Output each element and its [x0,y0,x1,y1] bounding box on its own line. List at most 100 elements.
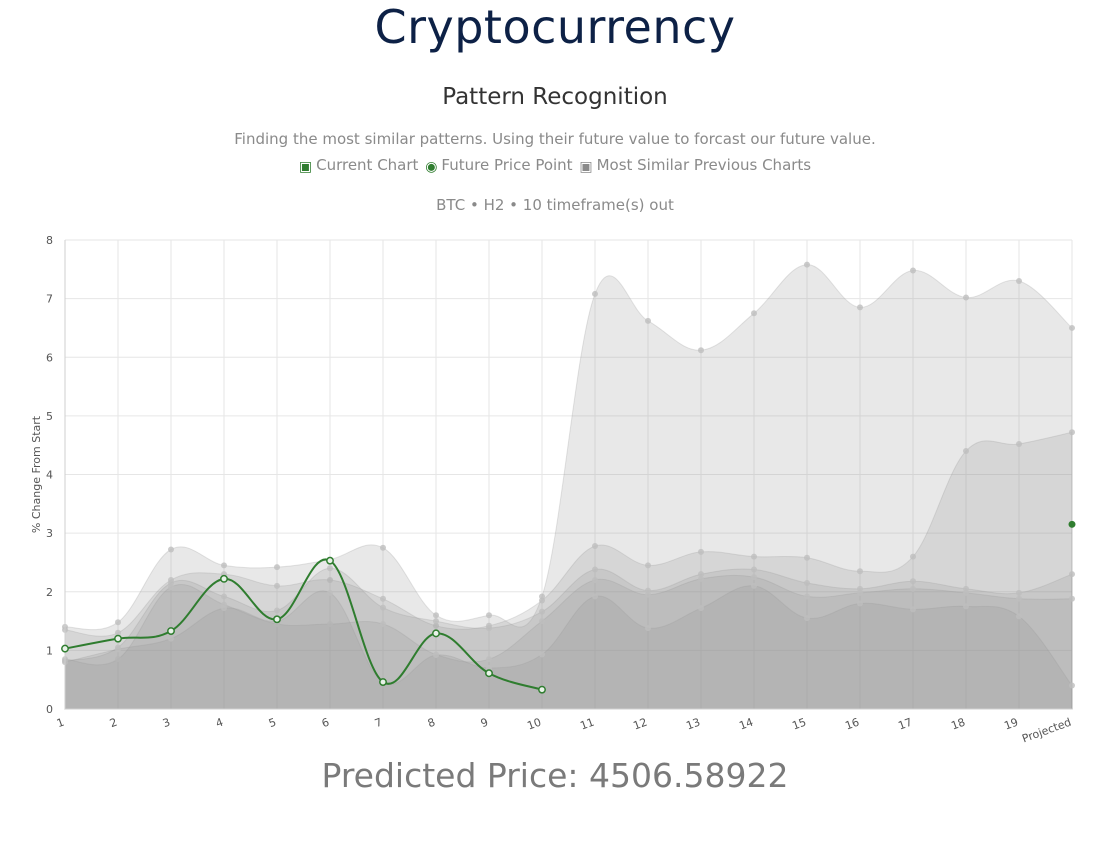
similar-chart-point [751,566,757,573]
similar-chart-point [592,577,598,584]
similar-chart-point [486,664,492,671]
x-tick-label: Projected [1020,716,1073,746]
similar-chart-point [486,612,492,619]
x-tick-label: 17 [896,716,914,733]
legend-item-similar-charts[interactable]: ▣ Most Similar Previous Charts [579,155,811,177]
similar-chart-point [327,589,333,596]
similar-chart-point [168,635,174,642]
similar-chart-point [857,589,863,596]
similar-chart-point [327,620,333,627]
x-tick-label: 7 [373,716,384,731]
current-chart-point [485,669,493,678]
x-tick-label: 8 [426,716,437,731]
similar-chart-point [857,568,863,575]
similar-chart-point [1016,589,1022,596]
similar-chart-point [592,543,598,550]
similar-chart-point [963,603,969,610]
y-tick-label: 0 [46,703,53,716]
similar-chart-point [645,587,651,594]
similar-chart-point [380,620,386,627]
predicted-price: Predicted Price: 4506.58922 [321,756,789,795]
similar-chart-point [380,595,386,602]
similar-chart-point [804,554,810,561]
similar-chart-point [751,553,757,560]
x-tick-label: 5 [267,716,278,731]
similar-chart-point [910,553,916,560]
legend-item-current-chart[interactable]: ▣ Current Chart [299,155,419,177]
x-tick-label: 14 [737,716,755,733]
y-tick-label: 5 [46,410,53,423]
chart-subtitle: BTC • H2 • 10 timeframe(s) out [436,196,674,214]
similar-chart-point [115,629,121,636]
similar-chart-point [539,593,545,600]
similar-chart-point [433,622,439,629]
similar-chart-point [168,546,174,553]
x-tick-label: 12 [631,716,649,733]
x-tick-label: 9 [479,716,490,731]
legend-label: Future Price Point [441,156,573,174]
current-chart-point [220,574,228,583]
similar-chart-point [910,585,916,592]
similar-chart-point [539,597,545,604]
similar-chart-point [804,579,810,586]
similar-chart-point [115,656,121,663]
similar-chart-point [698,347,704,354]
similar-chart-point [1069,571,1075,578]
x-tick-label: 4 [214,716,225,731]
similar-chart-point [327,565,333,572]
similar-chart-point [751,310,757,317]
current-chart-point [273,615,281,624]
similar-chart-point [698,571,704,578]
y-tick-label: 1 [46,644,53,657]
similar-chart-point [327,577,333,584]
similar-chart-point [539,651,545,658]
current-chart-point [114,634,122,643]
similar-chart-point [857,585,863,592]
legend-item-future-price-point[interactable]: ◉ Future Price Point [425,155,572,177]
x-tick-label: 11 [578,716,596,733]
y-axis-title: % Change From Start [30,415,43,533]
similar-chart-area [64,264,1073,710]
x-tick-label: 13 [684,716,702,733]
similar-chart-point [592,566,598,573]
similar-chart-point [486,656,492,663]
y-tick-label: 7 [46,293,53,306]
current-chart-point [61,644,69,653]
similar-chart-point [221,562,227,569]
similar-chart-point [433,652,439,659]
chart-legend: ▣ Current Chart ◉ Future Price Point ▣ Most… [0,155,1110,177]
current-chart-line [64,558,543,691]
similar-chart-point [1016,595,1022,602]
similar-chart-point [274,607,280,614]
similar-chart-point [1016,613,1022,620]
x-tick-label: 15 [790,716,808,733]
similar-chart-point [274,582,280,589]
similar-chart-point [804,261,810,268]
x-tick-label: 19 [1002,716,1020,733]
similar-chart-point [221,593,227,600]
filled-square-icon: ▣ [298,159,313,175]
similar-chart-point [857,304,863,311]
similar-chart-point [645,591,651,598]
similar-chart-point [645,562,651,569]
x-tick-label: 3 [161,716,172,731]
x-tick-label: 6 [320,716,331,731]
similar-chart-point [433,618,439,625]
similar-chart-point [380,544,386,551]
current-chart-point [432,629,440,638]
similar-chart-point [274,564,280,571]
y-tick-label: 6 [46,351,53,364]
similar-chart-point [539,618,545,625]
filled-circle-icon: ◉ [425,159,438,175]
similar-chart-point [698,575,704,582]
similar-chart-point [963,448,969,455]
x-tick-label: 1 [55,716,66,731]
similar-chart-point [910,267,916,274]
similar-chart-point [910,578,916,585]
similar-chart-point [433,612,439,619]
y-tick-label: 3 [46,527,53,540]
current-chart-point [167,627,175,635]
similar-chart-point [910,606,916,613]
similar-chart-point [963,294,969,301]
description-text: Finding the most similar patterns. Using… [234,130,876,148]
